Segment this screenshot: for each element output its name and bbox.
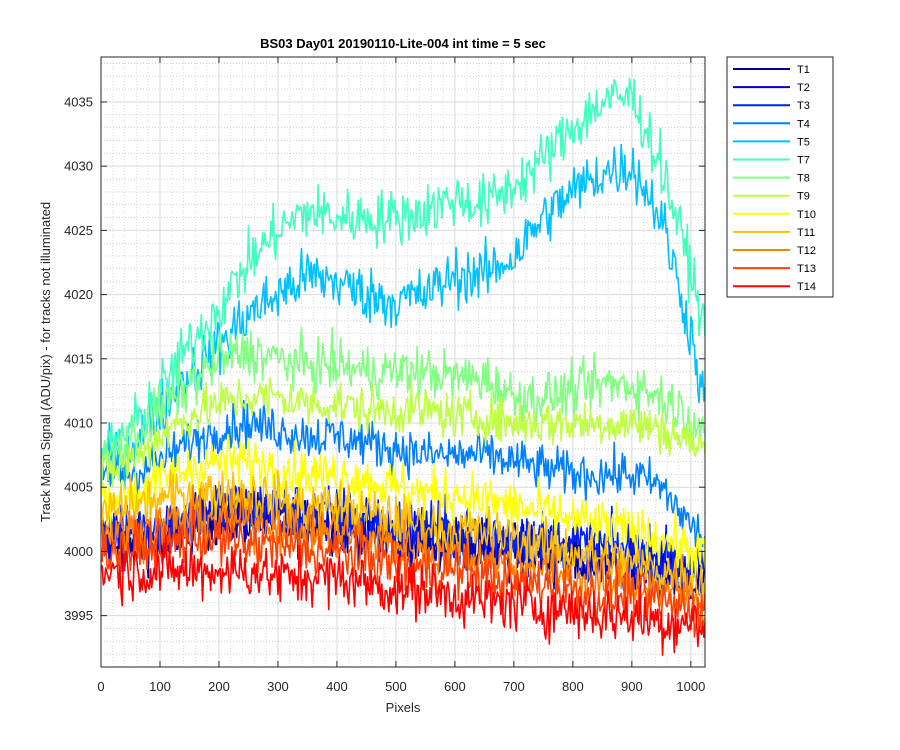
x-axis-label: Pixels — [386, 700, 421, 715]
axes-frame — [100, 56, 706, 668]
y-tick-label: 4035 — [64, 94, 93, 109]
legend-label-t2: T2 — [797, 82, 810, 94]
legend-items: T1 T2 T3 T4 T5 T7 T8 T9 T10 T11 T12 T13 T14 — [733, 64, 816, 293]
series-line-t8 — [101, 326, 705, 492]
series-line-t9 — [101, 376, 705, 487]
y-axis-label: Track Mean Signal (ADU/pix) - for tracks… — [38, 202, 53, 522]
legend-label-t9: T9 — [797, 191, 810, 203]
x-tick-label: 1000 — [676, 679, 705, 694]
x-tick-label: 500 — [385, 679, 407, 694]
y-tick-label: 4000 — [64, 544, 93, 559]
y-tick-label: 4030 — [64, 159, 93, 174]
x-tick-label: 700 — [503, 679, 525, 694]
series-line-t14 — [101, 534, 705, 656]
series-line-t10 — [101, 433, 705, 581]
chart-title: BS03 Day01 20190110-Lite-004 int time = … — [260, 36, 546, 51]
series-line-t4 — [101, 399, 705, 548]
series-line-t7 — [101, 77, 705, 480]
legend-label-t4: T4 — [797, 118, 810, 130]
x-tick-label: 800 — [562, 679, 584, 694]
y-tick-label: 4025 — [64, 223, 93, 238]
x-tick-label: 0 — [97, 679, 104, 694]
x-tick-label: 400 — [326, 679, 348, 694]
x-tick-label: 600 — [444, 679, 466, 694]
series-layer — [101, 77, 705, 656]
legend-label-t14: T14 — [797, 281, 816, 293]
series-line-t11 — [101, 469, 705, 609]
plot-area: 0 100 200 300 400 500 600 700 800 900 1000 3995 4000… — [64, 56, 706, 694]
y-tick-label: 4015 — [64, 351, 93, 366]
x-tick-label: 900 — [621, 679, 643, 694]
x-tick-label: 100 — [149, 679, 171, 694]
y-tick-label: 3995 — [64, 608, 93, 623]
legend-label-t13: T13 — [797, 263, 816, 275]
legend[interactable]: T1 T2 T3 T4 T5 T7 T8 T9 T10 T11 T12 T13 T14 — [726, 56, 834, 298]
legend-label-t10: T10 — [797, 209, 816, 221]
y-tick-label: 4005 — [64, 480, 93, 495]
legend-label-t8: T8 — [797, 173, 810, 185]
legend-label-t1: T1 — [797, 64, 810, 76]
tick-layer: 0 100 200 300 400 500 600 700 800 900 1000 3995 4000… — [64, 57, 705, 694]
legend-label-t11: T11 — [797, 227, 815, 239]
legend-label-t7: T7 — [797, 155, 810, 167]
legend-label-t12: T12 — [797, 245, 816, 257]
legend-label-t5: T5 — [797, 136, 810, 148]
x-tick-label: 200 — [208, 679, 230, 694]
legend-label-t3: T3 — [797, 100, 810, 112]
y-tick-label: 4020 — [64, 287, 93, 302]
x-tick-label: 300 — [267, 679, 289, 694]
series-line-t12 — [101, 484, 705, 623]
y-tick-label: 4010 — [64, 416, 93, 431]
